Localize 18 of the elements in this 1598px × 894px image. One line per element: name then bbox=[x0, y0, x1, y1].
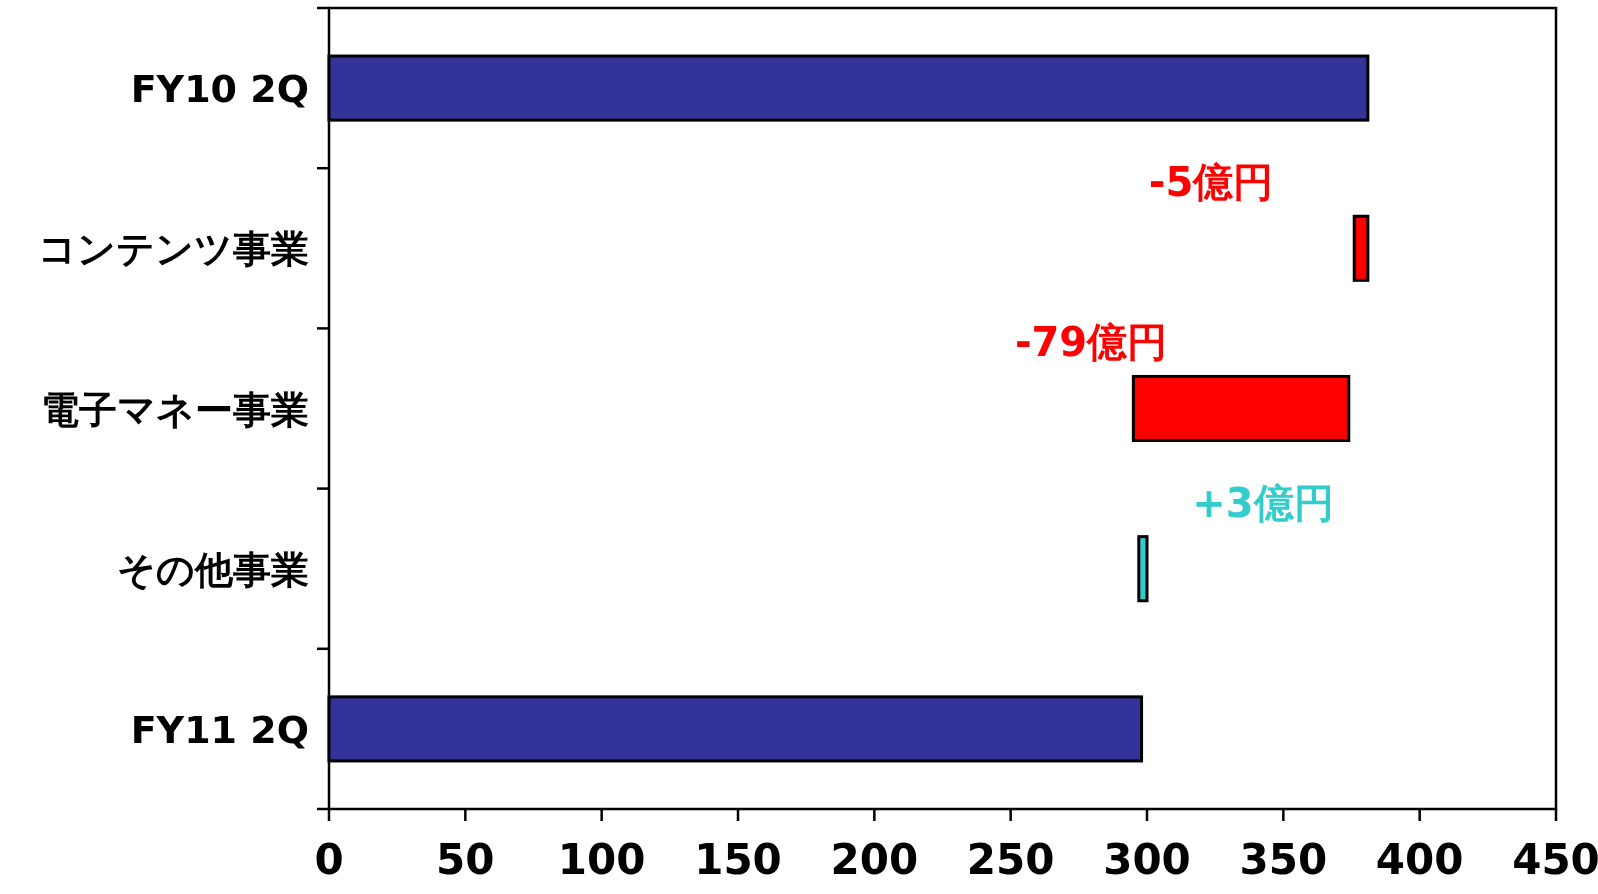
x-tick-label: 0 bbox=[314, 835, 344, 884]
x-tick-label: 300 bbox=[1103, 835, 1191, 884]
data-label: +3億円 bbox=[1192, 479, 1334, 526]
data-label: -79億円 bbox=[1014, 319, 1168, 366]
y-tick-label: その他事業 bbox=[117, 547, 309, 592]
y-tick-label: FY10 2Q bbox=[130, 67, 309, 112]
data-label: -5億円 bbox=[1148, 159, 1274, 206]
x-tick-label: 200 bbox=[830, 835, 919, 884]
x-tick-label: 350 bbox=[1239, 835, 1328, 884]
x-tick-label: 150 bbox=[694, 835, 782, 884]
x-tick-label: 400 bbox=[1375, 835, 1464, 884]
x-tick-label: 50 bbox=[436, 835, 495, 884]
y-tick-label: FY11 2Q bbox=[130, 707, 309, 752]
y-tick-label: コンテンツ事業 bbox=[38, 227, 309, 272]
y-tick-label: 電子マネー事業 bbox=[41, 387, 309, 432]
x-tick-label: 450 bbox=[1512, 835, 1598, 884]
x-tick-label: 250 bbox=[966, 835, 1055, 884]
x-tick-label: 100 bbox=[557, 835, 646, 884]
